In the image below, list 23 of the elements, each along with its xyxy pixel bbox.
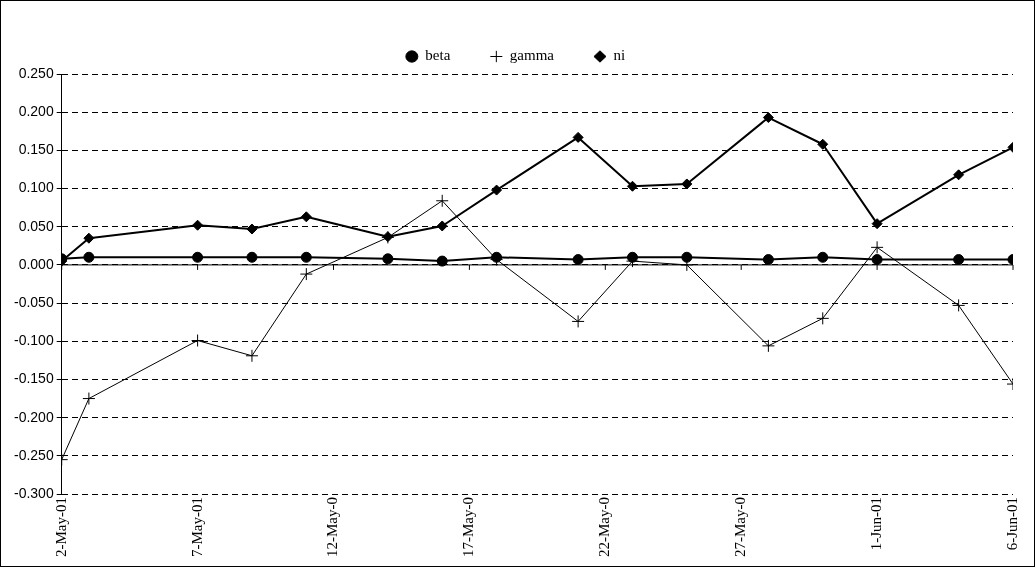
y-tick-label: -0.300 bbox=[13, 484, 54, 501]
y-tick-label: -0.200 bbox=[13, 408, 54, 425]
y-tick-label: 0.100 bbox=[18, 179, 54, 196]
x-tick-label: 6-Jun-01 bbox=[1003, 497, 1020, 551]
x-tick-label: 7-May-01 bbox=[188, 497, 205, 558]
legend-label: ni bbox=[613, 47, 626, 64]
y-tick-label: 0.250 bbox=[18, 64, 54, 81]
legend-label: gamma bbox=[509, 47, 555, 64]
x-tick-label: 2-May-01 bbox=[52, 497, 69, 558]
y-tick-label: 0.050 bbox=[18, 217, 54, 234]
x-tick-label: 27-May-0 bbox=[732, 497, 749, 558]
y-tick-label: 0.150 bbox=[18, 141, 54, 158]
y-tick-label: -0.050 bbox=[13, 293, 54, 310]
y-tick-label: -0.150 bbox=[13, 370, 54, 387]
y-tick-label: 0.000 bbox=[18, 255, 54, 272]
legend-label: beta bbox=[425, 47, 451, 64]
x-tick-label: 22-May-0 bbox=[596, 497, 613, 558]
y-tick-label: -0.250 bbox=[13, 446, 54, 463]
y-tick-label: -0.100 bbox=[13, 332, 54, 349]
x-tick-label: 1-Jun-01 bbox=[868, 497, 885, 551]
x-tick-label: 17-May-0 bbox=[460, 497, 477, 558]
x-tick-label: 12-May-0 bbox=[324, 497, 341, 558]
y-tick-label: 0.200 bbox=[18, 103, 54, 120]
